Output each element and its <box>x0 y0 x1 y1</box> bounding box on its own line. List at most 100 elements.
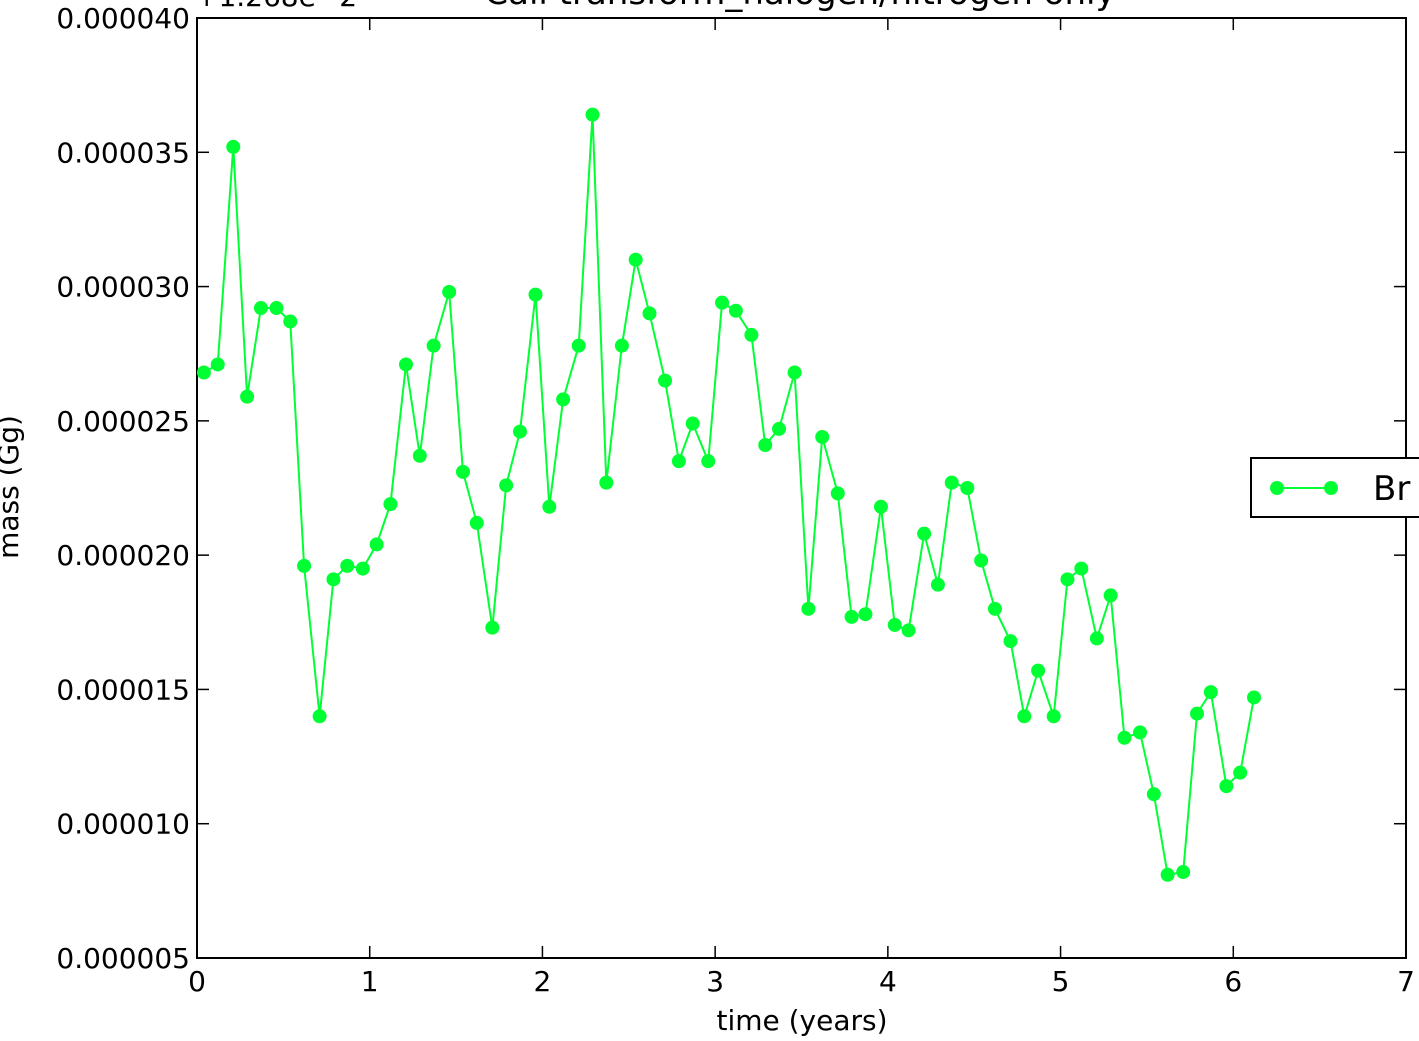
y-tick-label: 0.000010 <box>56 808 190 841</box>
data-point <box>701 454 716 469</box>
data-point <box>383 497 398 512</box>
data-point <box>571 338 586 353</box>
data-point <box>801 601 816 616</box>
data-point <box>1103 588 1118 603</box>
data-point <box>196 365 211 380</box>
x-tick-label: 2 <box>534 965 552 998</box>
data-point <box>226 139 241 154</box>
data-point <box>1031 663 1046 678</box>
data-point <box>815 429 830 444</box>
data-point <box>744 327 759 342</box>
data-point <box>1074 561 1089 576</box>
data-point <box>1117 730 1132 745</box>
data-point <box>240 389 255 404</box>
data-point <box>974 553 989 568</box>
y-tick-label: 0.000020 <box>56 539 190 572</box>
data-point <box>442 284 457 299</box>
data-point <box>512 424 527 439</box>
data-point <box>253 301 268 316</box>
data-point <box>1247 690 1262 705</box>
data-point <box>499 478 514 493</box>
data-point <box>758 438 773 453</box>
data-point <box>340 558 355 573</box>
data-point <box>556 392 571 407</box>
y-tick-label: 0.000025 <box>56 405 190 438</box>
data-point <box>772 421 787 436</box>
data-point <box>614 338 629 353</box>
data-point <box>685 416 700 431</box>
data-point <box>485 620 500 635</box>
data-point <box>326 572 341 587</box>
data-point <box>858 607 873 622</box>
x-tick-label: 6 <box>1224 965 1242 998</box>
data-point <box>1190 706 1205 721</box>
data-point <box>830 486 845 501</box>
data-point <box>1133 725 1148 740</box>
y-tick-label: 0.000035 <box>56 136 190 169</box>
data-point <box>1233 765 1248 780</box>
data-point <box>930 577 945 592</box>
data-point <box>1046 709 1061 724</box>
x-tick-label: 3 <box>706 965 724 998</box>
y-tick-label: 0.000015 <box>56 673 190 706</box>
data-point <box>728 303 743 318</box>
legend-marker <box>1324 481 1338 495</box>
x-axis-label: time (years) <box>716 1004 887 1037</box>
data-point <box>1176 865 1191 880</box>
x-tick-label: 4 <box>879 965 897 998</box>
data-point <box>1003 634 1018 649</box>
data-point <box>398 357 413 372</box>
y-axis-label: mass (Gg) <box>0 415 25 559</box>
data-point <box>1089 631 1104 646</box>
data-point <box>542 499 557 514</box>
legend-marker <box>1270 481 1284 495</box>
data-point <box>642 306 657 321</box>
data-point <box>1203 685 1218 700</box>
data-point <box>1060 572 1075 587</box>
data-point <box>787 365 802 380</box>
data-point <box>658 373 673 388</box>
data-point <box>269 301 284 316</box>
legend-label: Br <box>1373 469 1410 509</box>
data-point <box>844 609 859 624</box>
y-tick-label: 0.000040 <box>56 2 190 35</box>
data-point <box>528 287 543 302</box>
data-point <box>1017 709 1032 724</box>
data-point <box>210 357 225 372</box>
x-tick-label: 0 <box>188 965 206 998</box>
data-point <box>1160 867 1175 882</box>
data-point <box>944 475 959 490</box>
data-point <box>283 314 298 329</box>
data-point <box>599 475 614 490</box>
data-point <box>960 481 975 495</box>
data-point <box>412 448 427 463</box>
data-point <box>987 601 1002 616</box>
x-tick-label: 7 <box>1397 965 1415 998</box>
data-point <box>355 561 370 576</box>
data-point <box>426 338 441 353</box>
y-axis-ticks: 0.000005 0.000010 0.000015 0.000020 0.000025… <box>56 2 1406 975</box>
x-axis-ticks: 0 1 2 3 4 5 6 7 <box>188 18 1415 998</box>
series-layer <box>196 107 1262 882</box>
legend: Br <box>1250 457 1419 518</box>
chart-title: Call transform_halogen/nitrogen only <box>484 0 1115 13</box>
x-tick-label: 5 <box>1052 965 1070 998</box>
data-point <box>715 295 730 310</box>
data-point <box>917 526 932 541</box>
data-point <box>369 537 384 552</box>
data-point <box>671 454 686 469</box>
x-tick-label: 1 <box>361 965 379 998</box>
data-point <box>469 515 484 530</box>
data-point <box>585 107 600 122</box>
data-point <box>628 252 643 267</box>
data-point <box>455 464 470 479</box>
y-tick-label: 0.000030 <box>56 271 190 304</box>
data-point <box>887 617 902 632</box>
data-point <box>873 499 888 514</box>
data-point <box>297 558 312 573</box>
data-point <box>1146 787 1161 802</box>
y-axis-offset-text: +1.268e−2 <box>195 0 357 13</box>
data-point <box>1219 779 1234 794</box>
y-tick-label: 0.000005 <box>56 942 190 975</box>
